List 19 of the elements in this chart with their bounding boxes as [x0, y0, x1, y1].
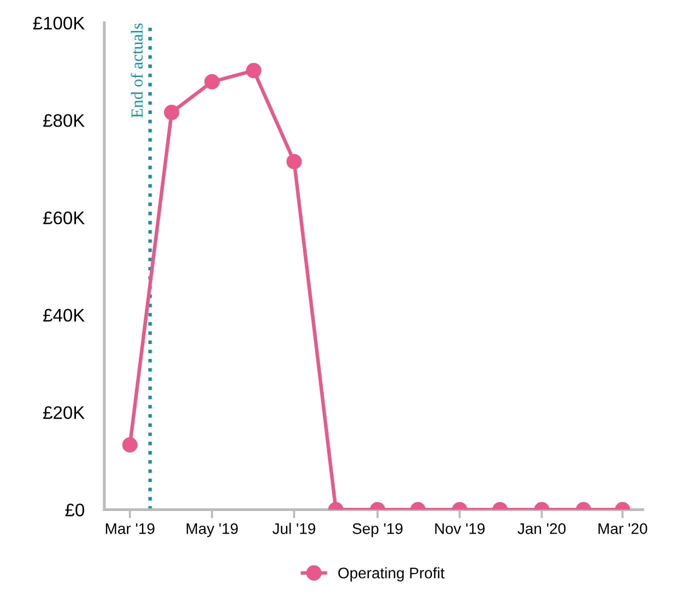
- y-tick-label: £80K: [43, 114, 85, 127]
- y-tick-label: £60K: [43, 211, 85, 224]
- y-tick-label: £100K: [33, 16, 85, 30]
- point: [286, 154, 302, 170]
- point: [204, 74, 220, 90]
- x-tick-label: Sep '19: [352, 523, 402, 538]
- legend-label: Operating Profit: [338, 567, 444, 582]
- point: [246, 62, 262, 78]
- y-tick-label: £0: [65, 504, 84, 516]
- point: [164, 104, 180, 120]
- x-tick-label: Jan '20: [518, 523, 566, 534]
- y-tick-label: £20K: [43, 406, 85, 420]
- ref-line-label: End of actuals: [130, 23, 143, 118]
- x-tick-label: May '19: [186, 523, 238, 538]
- x-tick-label: Jul '19: [272, 522, 316, 534]
- y-tick-label: £40K: [43, 308, 85, 322]
- x-tick-label: Mar '19: [106, 523, 154, 534]
- x-tick-label: Nov '19: [435, 523, 485, 534]
- x-tick-label: Mar '20: [598, 523, 648, 534]
